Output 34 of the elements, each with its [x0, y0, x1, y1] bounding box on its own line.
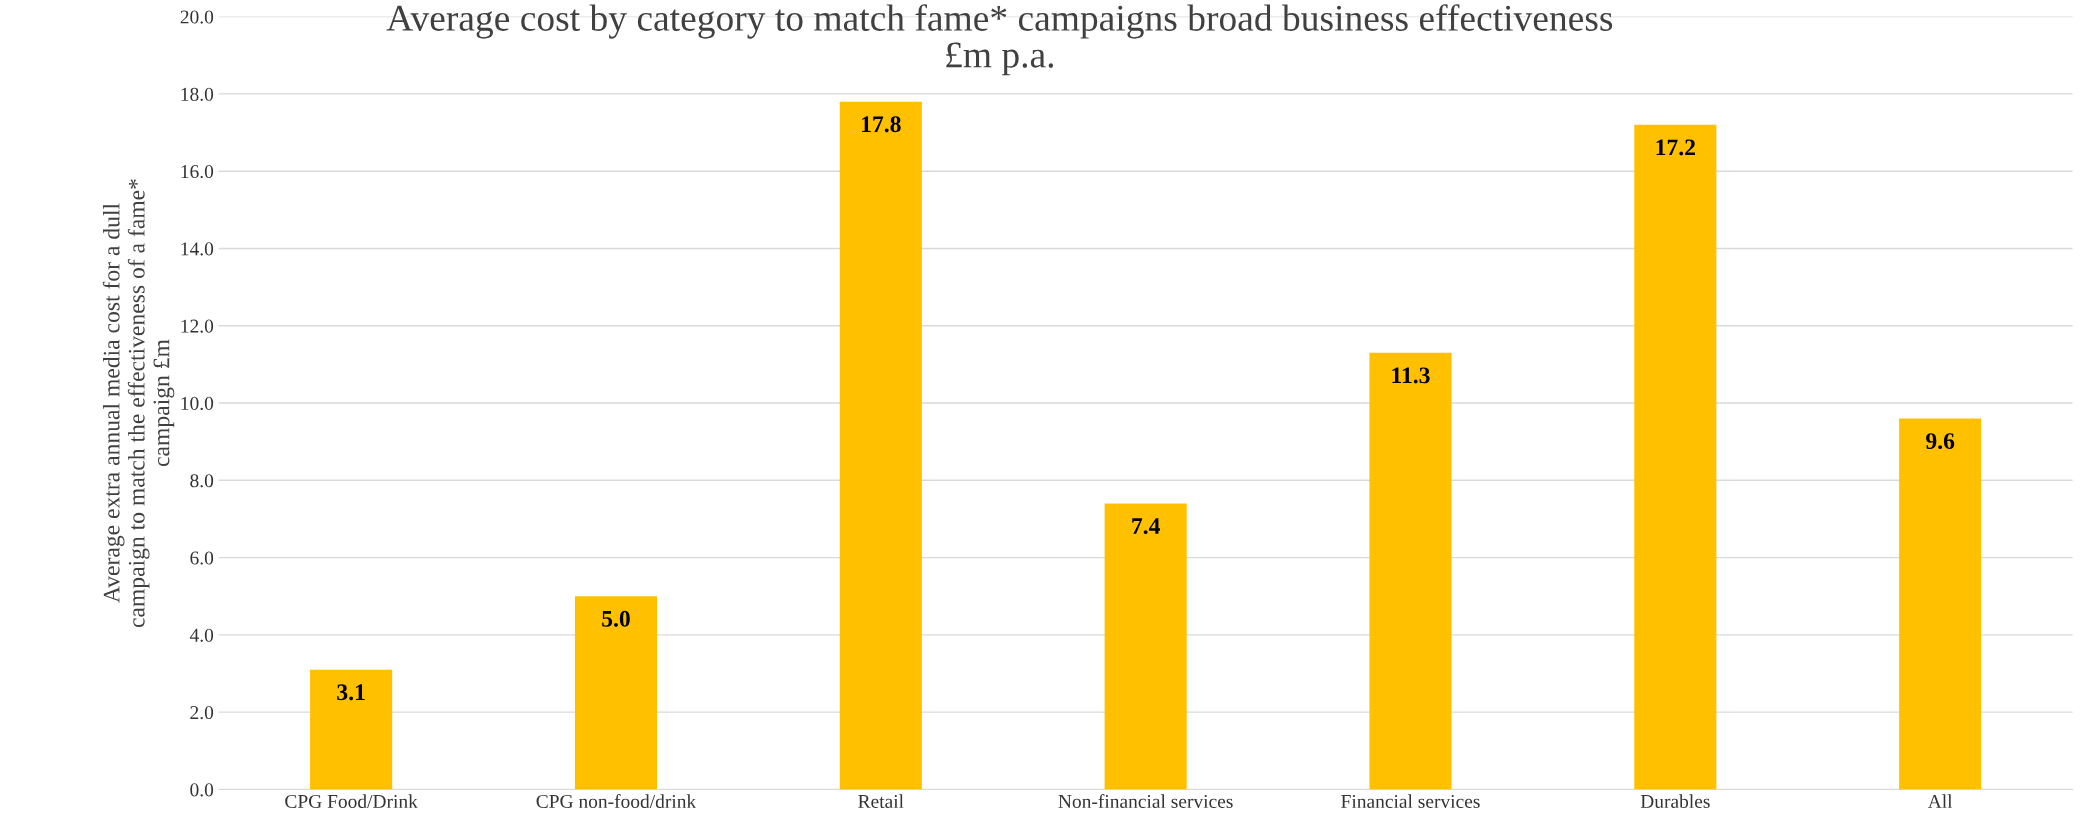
- bar: [1634, 124, 1717, 790]
- x-tick-label: All: [1927, 794, 1953, 808]
- x-tick-label: Financial services: [1341, 794, 1480, 808]
- y-tick-label: 0.0: [190, 783, 214, 797]
- bar: [839, 101, 922, 790]
- y-tick-label: 16.0: [181, 165, 214, 179]
- y-tick-label: 10.0: [181, 396, 214, 411]
- data-label: 3.1: [337, 684, 365, 701]
- chart-title: Average cost by category to match fame* campaigns broad business effectiveness £m p.a.: [386, 4, 1613, 76]
- y-tick-label: 12.0: [181, 319, 214, 333]
- bar: [310, 669, 393, 790]
- x-tick-label: CPG Food/Drink: [285, 794, 418, 808]
- y-tick-label: 20.0: [180, 10, 214, 24]
- bar: [574, 596, 658, 790]
- data-label: 17.8: [862, 116, 901, 133]
- x-tick-label: CPG non-food/drink: [536, 794, 697, 808]
- bar: [1369, 352, 1452, 790]
- y-axis-title: Average extra annual media cost for a dull campaign to match the effectiveness of a fame* campaign £m: [102, 179, 175, 628]
- data-label: 11.3: [1392, 367, 1430, 384]
- data-label: 7.4: [1132, 518, 1160, 535]
- y-tick-label: 4.0: [189, 628, 214, 642]
- data-label: 9.6: [1926, 433, 1955, 450]
- data-label: 17.2: [1656, 139, 1695, 156]
- y-tick-label: 2.0: [190, 705, 214, 720]
- x-tick-label: Non-financial services: [1058, 794, 1233, 808]
- data-label: 5.0: [602, 610, 630, 627]
- y-tick-label: 6.0: [190, 551, 214, 565]
- y-tick-label: 14.0: [181, 242, 214, 256]
- x-tick-label: Durables: [1640, 794, 1710, 808]
- x-tick-label: Retail: [858, 794, 904, 808]
- bar: [1104, 503, 1187, 790]
- bar: [1899, 418, 1982, 790]
- y-tick-label: 8.0: [190, 474, 214, 488]
- y-tick-label: 18.0: [181, 87, 214, 101]
